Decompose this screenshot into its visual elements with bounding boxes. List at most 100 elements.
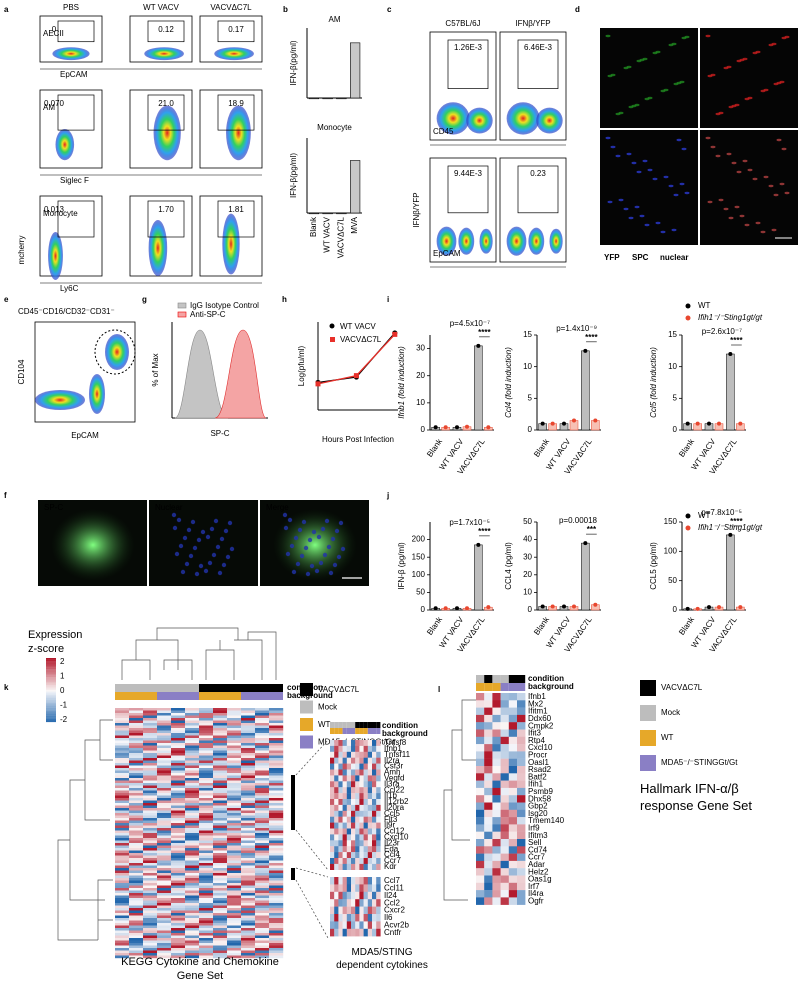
- heatmap-cell: [143, 925, 158, 929]
- cell-signal: [628, 216, 634, 220]
- point: [476, 343, 481, 348]
- highlight-bar: [291, 775, 295, 830]
- heatmap-cell: [255, 755, 270, 759]
- condition-cell: [346, 722, 351, 728]
- heatmap-cell: [129, 788, 144, 791]
- heatmap-cell: [500, 853, 509, 862]
- heatmap-cell: [143, 758, 158, 761]
- heatmap-cell: [213, 785, 228, 789]
- point: [392, 331, 398, 337]
- condition-cell: [338, 722, 343, 728]
- x-tick-label: MVA: [350, 216, 359, 233]
- heatmap-cell: [171, 768, 186, 771]
- heatmap-cell: [213, 918, 228, 921]
- heatmap-cell: [484, 868, 493, 876]
- heatmap-cell: [199, 913, 214, 916]
- heatmap-cell: [492, 766, 501, 774]
- heatmap-cell: [171, 818, 186, 821]
- heatmap-cell: [363, 877, 368, 885]
- heatmap-cell: [143, 743, 158, 746]
- heatmap-cell: [213, 873, 228, 876]
- heatmap-cell: [129, 905, 144, 909]
- heatmap-cell: [213, 803, 228, 806]
- heatmap-cell: [355, 928, 360, 937]
- heatmap-cell: [351, 928, 356, 937]
- heatmap-cell: [185, 833, 200, 836]
- heatmap-cell: [227, 900, 242, 904]
- heatmap-cell: [171, 865, 186, 869]
- heatmap-cell: [143, 798, 158, 801]
- gene-label: Ccl12: [384, 827, 405, 836]
- cell-signal: [51, 509, 135, 581]
- heatmap-cell: [255, 775, 270, 779]
- micrograph: [700, 28, 798, 128]
- heatmap-cell: [171, 813, 186, 816]
- heatmap-cell: [129, 855, 144, 859]
- heatmap-cell: [241, 795, 256, 799]
- heatmap-cell: [355, 822, 360, 829]
- heatmap-cell: [199, 900, 214, 904]
- heatmap-cell: [351, 906, 356, 915]
- heatmap-cell: [129, 915, 144, 919]
- heatmap-cell: [346, 816, 352, 823]
- cell-signal: [607, 74, 613, 78]
- heatmap-cell: [157, 930, 172, 934]
- heatmap-cell: [338, 828, 343, 835]
- heatmap-cell: [213, 810, 228, 814]
- x-axis-title: Siglec F: [60, 176, 89, 185]
- heatmap-cell: [269, 753, 284, 756]
- nucleus: [184, 561, 190, 567]
- gate: [147, 94, 185, 131]
- heatmap-cell: [185, 750, 200, 754]
- heatmap-cell: [185, 900, 200, 904]
- heatmap-cell: [241, 850, 256, 854]
- cell-signal: [605, 34, 611, 38]
- cell-signal: [660, 230, 666, 234]
- heatmap-cell: [492, 882, 501, 891]
- heatmap-cell: [213, 880, 228, 884]
- cell-signal: [623, 207, 629, 211]
- heatmap-cell: [143, 885, 158, 889]
- heatmap-cell: [213, 765, 228, 769]
- scale-tick-label: 2: [60, 657, 65, 666]
- heatmap-cell: [115, 938, 130, 941]
- heatmap-cell: [143, 755, 158, 759]
- cell-signal: [736, 59, 742, 63]
- heatmap-cell: [351, 828, 356, 835]
- heatmap-cell: [213, 770, 228, 774]
- heatmap-cell: [508, 831, 518, 840]
- heatmap-cell: [269, 750, 284, 754]
- heatmap-cell: [355, 858, 360, 865]
- gate: [517, 165, 559, 214]
- gene-label: Ccl2: [384, 898, 401, 907]
- point: [353, 373, 359, 379]
- heatmap-cell: [157, 943, 172, 946]
- heatmap-cell: [241, 733, 256, 736]
- cell-signal: [634, 205, 640, 209]
- heatmap-cell: [115, 858, 130, 861]
- heatmap-cell: [115, 875, 130, 879]
- heatmap-cell: [372, 757, 377, 764]
- condition-cell: [269, 684, 283, 692]
- heatmap-cell: [241, 735, 256, 739]
- heatmap-cell: [269, 785, 284, 789]
- heatmap-cell: [330, 816, 335, 823]
- heatmap-cell: [213, 945, 228, 949]
- heatmap-cell: [367, 751, 373, 758]
- heatmap-cell: [115, 913, 130, 916]
- y-tick-label: 150: [664, 517, 678, 526]
- heatmap-cell: [346, 846, 352, 853]
- heatmap-cell: [255, 738, 270, 741]
- heatmap-cell: [334, 810, 339, 817]
- heatmap-cell: [129, 773, 144, 776]
- heatmap-cell: [115, 753, 130, 756]
- legend-label: MDA5⁻/⁻STINGGt/Gt: [661, 758, 738, 767]
- heatmap-cell: [359, 852, 364, 859]
- heatmap-cell: [143, 810, 158, 814]
- heatmap-cell: [241, 825, 256, 829]
- condition-cell: [351, 722, 356, 728]
- cell-signal: [644, 97, 650, 101]
- heatmap-cell: [143, 933, 158, 936]
- heatmap-cell: [115, 778, 130, 781]
